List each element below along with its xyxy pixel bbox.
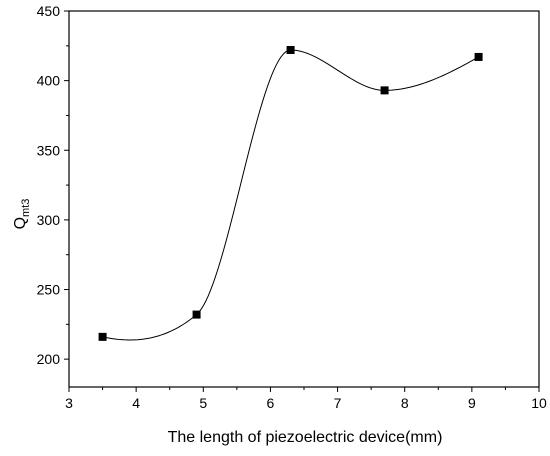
x-tick-label: 3 [65, 395, 73, 411]
plot-frame [68, 10, 540, 388]
y-tick-label: 400 [37, 73, 61, 89]
y-axis-title: Qmt3 [12, 199, 32, 230]
y-tick-label: 450 [37, 3, 61, 19]
x-tick-label: 9 [468, 395, 476, 411]
x-tick-label: 10 [531, 395, 547, 411]
curve-layer [102, 49, 479, 341]
axes [68, 10, 540, 388]
x-tick-label: 7 [334, 395, 342, 411]
x-tick-label: 8 [401, 395, 409, 411]
x-tick-label: 6 [267, 395, 275, 411]
data-point-marker [98, 332, 107, 341]
points-layer [98, 45, 483, 341]
x-tick-label: 4 [132, 395, 140, 411]
series-curve [102, 49, 479, 341]
y-axis-title-subscript: mt3 [20, 199, 32, 217]
tick-labels: 3 4 5 6 7 8 9 10 200 250 300 350 400 450 [37, 3, 547, 411]
data-point-marker [380, 86, 389, 95]
data-point-marker [192, 310, 201, 319]
y-tick-label: 300 [37, 212, 61, 228]
ticks [64, 10, 540, 392]
y-tick-label: 350 [37, 142, 61, 158]
data-point-marker [474, 52, 483, 61]
data-point-marker [286, 45, 295, 54]
x-tick-label: 5 [199, 395, 207, 411]
y-tick-label: 250 [37, 282, 61, 298]
y-tick-label: 200 [37, 351, 61, 367]
x-axis-title: The length of piezoelectric device(mm) [168, 429, 443, 446]
y-axis-title-main: Q [12, 217, 29, 229]
